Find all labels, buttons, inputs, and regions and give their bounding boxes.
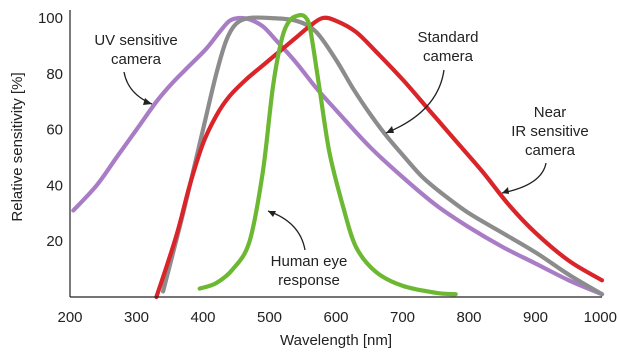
annotation-human-eye-line-1: Human eye	[271, 253, 348, 270]
y-axis-title: Relative sensitivity [%]	[9, 72, 26, 221]
annotation-human-eye-line-2: response	[278, 272, 340, 289]
x-tick-label: 500	[257, 309, 282, 326]
annotation-uv-line-1: UV sensitive	[94, 32, 177, 49]
x-tick-label: 600	[323, 309, 348, 326]
y-tick-label: 60	[46, 122, 63, 139]
x-tick-labels: 200 300 400 500 600 700 800 900 1000	[57, 309, 617, 326]
annotation-human-eye-arrow	[267, 210, 306, 251]
y-tick-label: 40	[46, 177, 63, 194]
annotation-near-ir-line-2: IR sensitive	[511, 123, 589, 140]
annotation-near-ir: Near IR sensitive camera	[501, 104, 589, 194]
y-tick-label: 20	[46, 233, 63, 250]
x-tick-label: 1000	[584, 309, 617, 326]
x-tick-label: 900	[523, 309, 548, 326]
series-line-standard	[161, 15, 605, 297]
annotation-standard: Standard camera	[385, 29, 479, 134]
x-tick-label: 200	[57, 309, 82, 326]
series-line-uv	[71, 15, 605, 297]
y-tick-label: 80	[46, 66, 63, 83]
annotation-standard-line-2: camera	[423, 48, 474, 65]
x-tick-label: 300	[124, 309, 149, 326]
annotation-human-eye: Human eye response	[267, 210, 348, 289]
annotation-uv: UV sensitive camera	[94, 32, 178, 105]
x-tick-label: 700	[390, 309, 415, 326]
y-tick-labels: 20 40 60 80 100	[38, 10, 63, 250]
annotation-near-ir-arrow	[501, 162, 547, 194]
annotation-standard-line-1: Standard	[418, 29, 479, 46]
y-tick-label: 100	[38, 10, 63, 27]
annotation-standard-arrowhead	[386, 126, 394, 133]
annotation-uv-arrow	[123, 71, 153, 105]
annotation-uv-arrowhead	[143, 98, 152, 105]
series-line-near-ir	[154, 15, 605, 300]
x-axis-title: Wavelength [nm]	[280, 332, 392, 349]
series-curves	[71, 12, 605, 300]
annotation-near-ir-line-3: camera	[525, 142, 576, 159]
annotation-near-ir-arrowhead	[502, 187, 509, 194]
annotation-human-eye-arrowhead	[268, 211, 276, 217]
annotation-standard-arrow	[385, 69, 445, 134]
annotation-uv-line-2: camera	[111, 51, 162, 68]
series-line-human-eye	[197, 12, 458, 297]
x-tick-label: 400	[190, 309, 215, 326]
annotation-near-ir-line-1: Near	[534, 104, 567, 121]
x-tick-label: 800	[456, 309, 481, 326]
